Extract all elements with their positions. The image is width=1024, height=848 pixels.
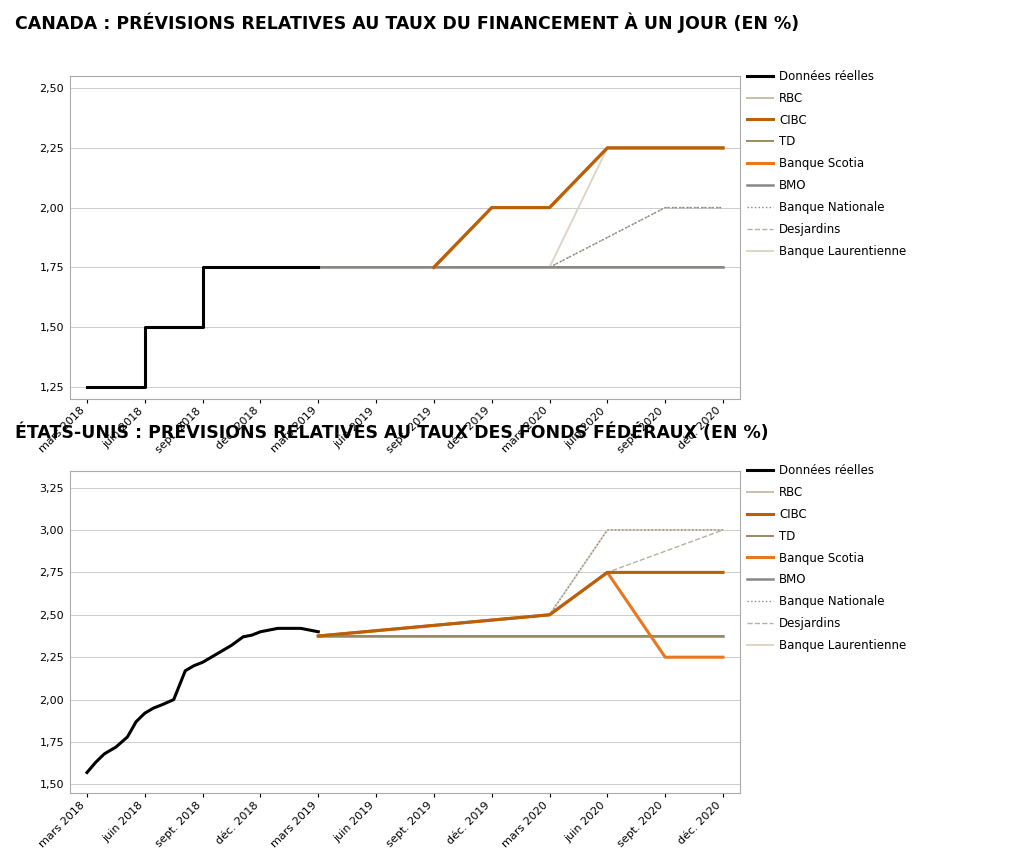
Text: CANADA : PRÉVISIONS RELATIVES AU TAUX DU FINANCEMENT À UN JOUR (EN %): CANADA : PRÉVISIONS RELATIVES AU TAUX DU… <box>15 13 800 33</box>
Legend: Données réelles, RBC, CIBC, TD, Banque Scotia, BMO, Banque Nationale, Desjardins: Données réelles, RBC, CIBC, TD, Banque S… <box>748 70 906 258</box>
Legend: Données réelles, RBC, CIBC, TD, Banque Scotia, BMO, Banque Nationale, Desjardins: Données réelles, RBC, CIBC, TD, Banque S… <box>748 464 906 652</box>
Text: ÉTATS-UNIS : PRÉVISIONS RELATIVES AU TAUX DES FONDS FÉDÉRAUX (EN %): ÉTATS-UNIS : PRÉVISIONS RELATIVES AU TAU… <box>15 424 769 443</box>
